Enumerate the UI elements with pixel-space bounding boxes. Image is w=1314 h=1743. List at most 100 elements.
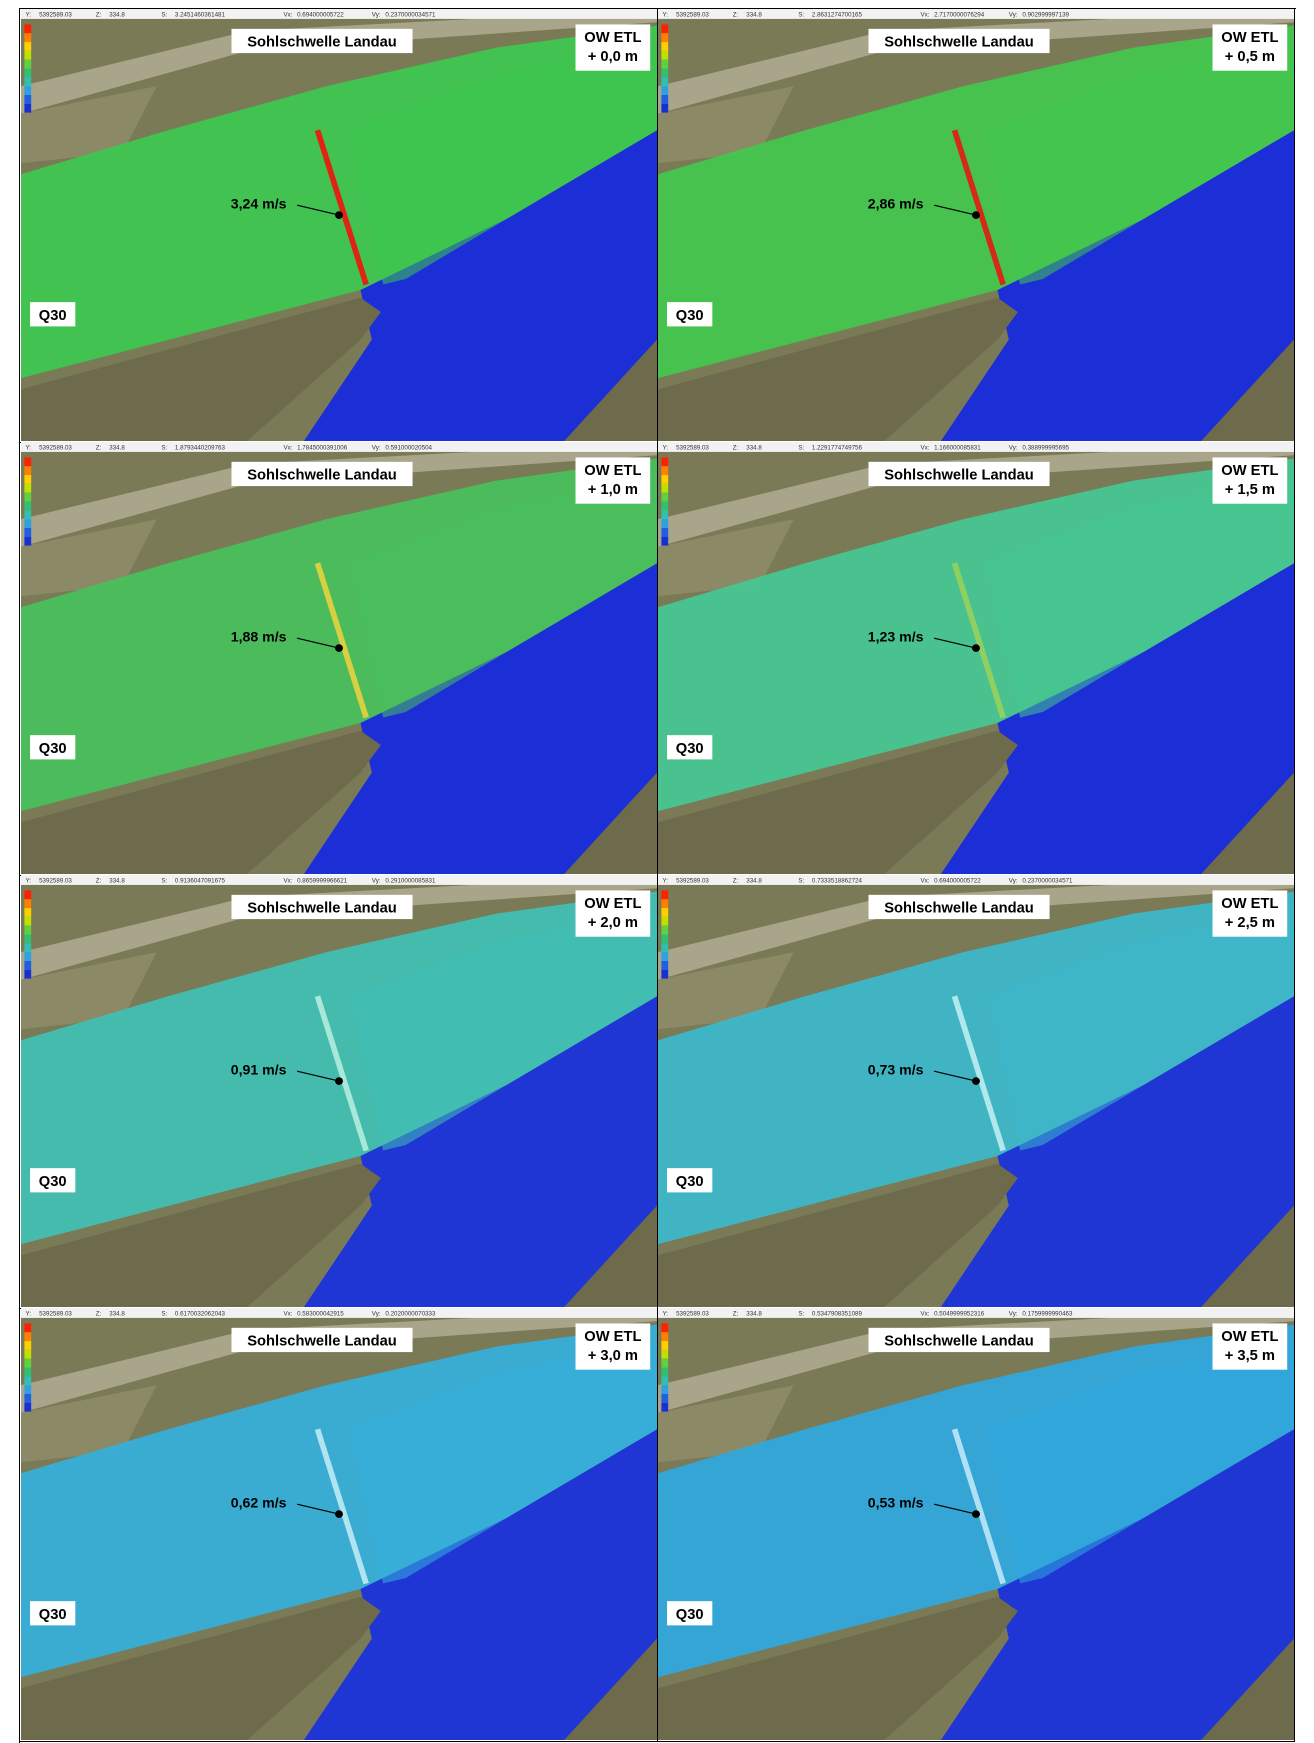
level-text: OW ETL xyxy=(1221,30,1278,46)
status-value: 1.7845000391006 xyxy=(297,445,348,452)
status-label: S: xyxy=(798,1311,804,1318)
status-value: 0.902999997139 xyxy=(1022,12,1069,19)
colorbar-swatch xyxy=(24,33,31,42)
discharge: Q30 xyxy=(676,1174,704,1190)
status-value: 0.2370000034571 xyxy=(1022,878,1073,885)
simulation-panel: Y:5392589.03Z:334.8S:0.7333518862724Vx:0… xyxy=(657,875,1295,1309)
colorbar-swatch xyxy=(24,1368,31,1377)
colorbar-swatch xyxy=(24,1394,31,1403)
measure-point xyxy=(335,211,343,219)
status-value: 334.8 xyxy=(746,12,762,19)
level-text: OW ETL xyxy=(1221,1329,1278,1345)
status-value: 1.2291774749756 xyxy=(812,445,863,452)
status-value: 0.2910000085831 xyxy=(385,878,436,885)
simulation-panel: Y:5392589.03Z:334.8S:3.2451460361481Vx:0… xyxy=(20,9,658,443)
status-value: 0.9136047091675 xyxy=(175,878,226,885)
status-value: 5392589.03 xyxy=(676,1311,709,1318)
status-label: Y: xyxy=(663,878,669,885)
status-value: 5392589.03 xyxy=(39,878,72,885)
level-text: OW ETL xyxy=(584,896,641,912)
colorbar-swatch xyxy=(661,917,668,926)
colorbar-swatch xyxy=(24,475,31,484)
colorbar-swatch xyxy=(24,943,31,952)
velocity: 3,24 m/s xyxy=(231,196,287,212)
colorbar-swatch xyxy=(661,1385,668,1394)
level-text: + 0,0 m xyxy=(588,49,638,65)
status-value: 0.591000020504 xyxy=(385,445,432,452)
map: Y:5392589.03Z:334.8S:1.2291774749756Vx:1… xyxy=(658,442,1294,874)
status-label: S: xyxy=(161,12,167,19)
colorbar-swatch xyxy=(661,1376,668,1385)
colorbar-swatch xyxy=(661,510,668,519)
status-label: Vx: xyxy=(284,878,293,885)
level-text: OW ETL xyxy=(584,30,641,46)
colorbar-swatch xyxy=(661,970,668,979)
status-label: Z: xyxy=(733,878,739,885)
colorbar-swatch xyxy=(661,899,668,908)
status-label: Z: xyxy=(733,12,739,19)
colorbar-swatch xyxy=(24,890,31,899)
colorbar-swatch xyxy=(661,24,668,33)
colorbar-swatch xyxy=(24,961,31,970)
discharge: Q30 xyxy=(39,741,67,757)
status-label: Z: xyxy=(96,12,102,19)
colorbar-swatch xyxy=(24,1359,31,1368)
colorbar-swatch xyxy=(24,51,31,60)
simulation-panel: Y:5392589.03Z:334.8S:0.9136047091675Vx:0… xyxy=(20,875,658,1309)
map: Y:5392589.03Z:334.8S:0.7333518862724Vx:0… xyxy=(658,875,1294,1307)
status-value: 334.8 xyxy=(109,445,125,452)
colorbar-swatch xyxy=(661,952,668,961)
status-label: Vy: xyxy=(1009,445,1018,452)
level-text: + 0,5 m xyxy=(1225,49,1275,65)
colorbar-swatch xyxy=(24,457,31,466)
velocity: 2,86 m/s xyxy=(868,196,924,212)
colorbar-swatch xyxy=(661,466,668,475)
colorbar-swatch xyxy=(24,528,31,537)
colorbar-swatch xyxy=(24,484,31,493)
title: Sohlschwelle Landau xyxy=(247,468,397,484)
level-text: OW ETL xyxy=(1221,896,1278,912)
measure-point xyxy=(335,1077,343,1085)
status-value: 5392589.03 xyxy=(676,878,709,885)
status-value: 334.8 xyxy=(109,1311,125,1318)
status-label: Vx: xyxy=(284,12,293,19)
colorbar-swatch xyxy=(24,519,31,528)
colorbar-swatch xyxy=(24,466,31,475)
colorbar-swatch xyxy=(661,86,668,95)
level-text: + 3,0 m xyxy=(588,1348,638,1364)
status-label: Vy: xyxy=(1009,12,1018,19)
colorbar-swatch xyxy=(661,1341,668,1350)
colorbar-swatch xyxy=(24,69,31,78)
colorbar-swatch xyxy=(24,1332,31,1341)
title: Sohlschwelle Landau xyxy=(884,901,1034,917)
colorbar-swatch xyxy=(661,528,668,537)
status-label: Y: xyxy=(663,12,669,19)
colorbar-swatch xyxy=(661,1394,668,1403)
status-label: Y: xyxy=(26,1311,32,1318)
status-value: 5392589.03 xyxy=(39,12,72,19)
colorbar-swatch xyxy=(661,961,668,970)
colorbar-swatch xyxy=(24,60,31,69)
status-value: 3.2451460361481 xyxy=(175,12,226,19)
measure-point xyxy=(972,1510,980,1518)
status-value: 0.583000042915 xyxy=(297,1311,344,1318)
status-value: 0.5049999952316 xyxy=(934,1311,985,1318)
status-value: 1.166000085831 xyxy=(934,445,981,452)
colorbar-swatch xyxy=(661,457,668,466)
colorbar-swatch xyxy=(24,1403,31,1412)
status-value: 334.8 xyxy=(746,445,762,452)
status-value: 0.6170032062043 xyxy=(175,1311,226,1318)
title: Sohlschwelle Landau xyxy=(884,468,1034,484)
colorbar-swatch xyxy=(24,77,31,86)
colorbar-swatch xyxy=(661,1368,668,1377)
status-value: 0.7333518862724 xyxy=(812,878,863,885)
level-text: + 1,0 m xyxy=(588,482,638,498)
velocity: 1,88 m/s xyxy=(231,629,287,645)
colorbar-swatch xyxy=(661,42,668,51)
discharge: Q30 xyxy=(39,1607,67,1623)
colorbar-swatch xyxy=(661,1359,668,1368)
title: Sohlschwelle Landau xyxy=(884,35,1034,51)
